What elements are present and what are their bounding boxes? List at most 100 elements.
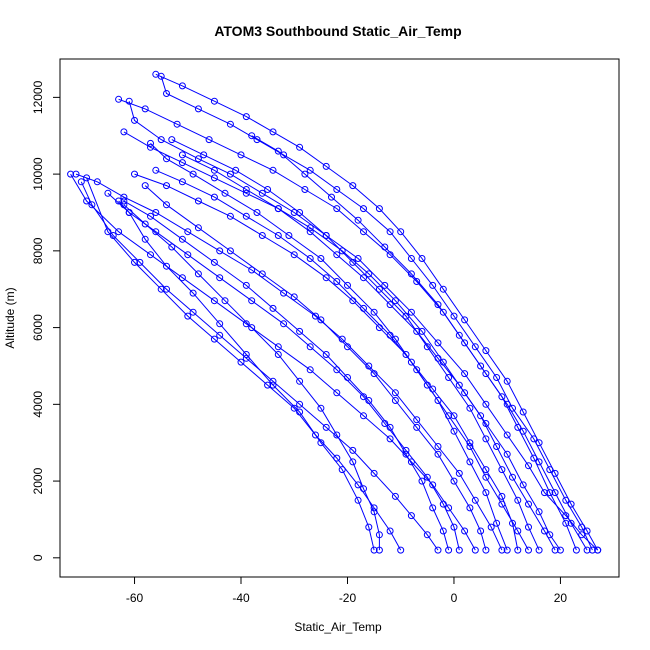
data-point <box>391 397 399 404</box>
data-point <box>264 381 272 389</box>
data-point <box>269 128 277 136</box>
data-point <box>242 281 250 289</box>
data-point <box>466 458 474 466</box>
data-point <box>333 454 341 462</box>
data-point <box>157 72 165 80</box>
data-point <box>125 97 133 105</box>
data-point <box>407 358 415 366</box>
data-point <box>514 527 522 535</box>
series-line <box>150 143 508 551</box>
data-point <box>562 512 570 520</box>
data-point <box>370 546 378 554</box>
data-point <box>328 193 335 201</box>
data-point <box>333 205 341 213</box>
data-point <box>434 301 442 309</box>
data-point <box>210 193 218 201</box>
data-point <box>258 270 266 278</box>
chart-title: ATOM3 Southbound Static_Air_Temp <box>214 23 461 39</box>
data-point <box>157 285 165 293</box>
data-point <box>72 170 80 178</box>
series-line <box>70 173 476 551</box>
data-point <box>423 531 431 539</box>
data-point <box>264 186 272 193</box>
data-point <box>471 546 479 554</box>
data-point <box>423 473 431 481</box>
data-point <box>349 446 357 454</box>
data-point <box>210 258 218 266</box>
data-point <box>226 212 234 220</box>
data-point <box>333 431 341 439</box>
series-line <box>155 169 519 551</box>
series-2 <box>157 72 596 554</box>
data-point <box>163 262 170 270</box>
data-point <box>242 320 250 328</box>
data-point <box>306 343 314 351</box>
data-point <box>445 546 453 554</box>
data-point <box>131 116 138 124</box>
data-point <box>163 201 170 209</box>
data-point <box>242 189 250 197</box>
data-point <box>210 335 218 343</box>
data-point <box>450 523 458 531</box>
data-point <box>434 443 442 450</box>
series-line <box>107 192 460 551</box>
data-point <box>556 546 564 554</box>
data-point <box>375 285 383 293</box>
data-point <box>525 462 532 470</box>
data-point <box>450 427 458 435</box>
data-point <box>333 278 341 285</box>
series-line <box>251 135 577 551</box>
data-point <box>131 258 138 266</box>
data-point <box>338 247 346 255</box>
series-13 <box>152 166 522 554</box>
data-point <box>477 527 485 535</box>
data-point <box>418 327 426 335</box>
data-point <box>221 297 229 305</box>
data-point <box>173 120 181 128</box>
data-point <box>131 170 138 178</box>
data-point <box>312 431 319 439</box>
data-point <box>360 393 367 401</box>
series-line <box>123 204 380 551</box>
data-point <box>530 435 538 443</box>
data-point <box>572 546 580 554</box>
data-point <box>242 186 250 193</box>
data-point <box>306 224 314 232</box>
data-point <box>360 274 367 282</box>
y-axis-label: Altitude (m) <box>3 287 17 348</box>
data-point <box>232 166 240 174</box>
data-point <box>322 274 330 282</box>
data-point <box>152 228 160 236</box>
data-point <box>370 469 378 477</box>
data-point <box>509 473 516 481</box>
data-point <box>386 527 394 535</box>
data-point <box>141 105 149 113</box>
data-point <box>482 466 490 474</box>
x-axis-label: Static_Air_Temp <box>294 620 382 634</box>
y-tick-label: 8000 <box>31 237 45 264</box>
data-point <box>482 489 490 497</box>
data-point <box>280 151 288 159</box>
data-point <box>163 90 170 97</box>
data-point <box>184 228 192 236</box>
data-point <box>434 397 442 404</box>
data-point <box>115 228 123 236</box>
data-point <box>525 500 532 508</box>
data-point <box>317 255 325 262</box>
data-point <box>445 374 453 381</box>
data-point <box>248 324 256 332</box>
data-point <box>210 97 218 105</box>
data-point <box>370 370 378 378</box>
data-point <box>338 466 346 474</box>
data-point <box>205 136 213 144</box>
data-point <box>381 281 389 289</box>
series-line <box>128 101 599 551</box>
data-point <box>322 232 330 239</box>
data-point <box>210 297 218 305</box>
data-point <box>296 377 304 385</box>
data-point <box>365 397 373 404</box>
data-point <box>466 504 474 512</box>
data-point <box>349 182 357 190</box>
data-point <box>455 546 463 554</box>
data-point <box>386 301 394 309</box>
